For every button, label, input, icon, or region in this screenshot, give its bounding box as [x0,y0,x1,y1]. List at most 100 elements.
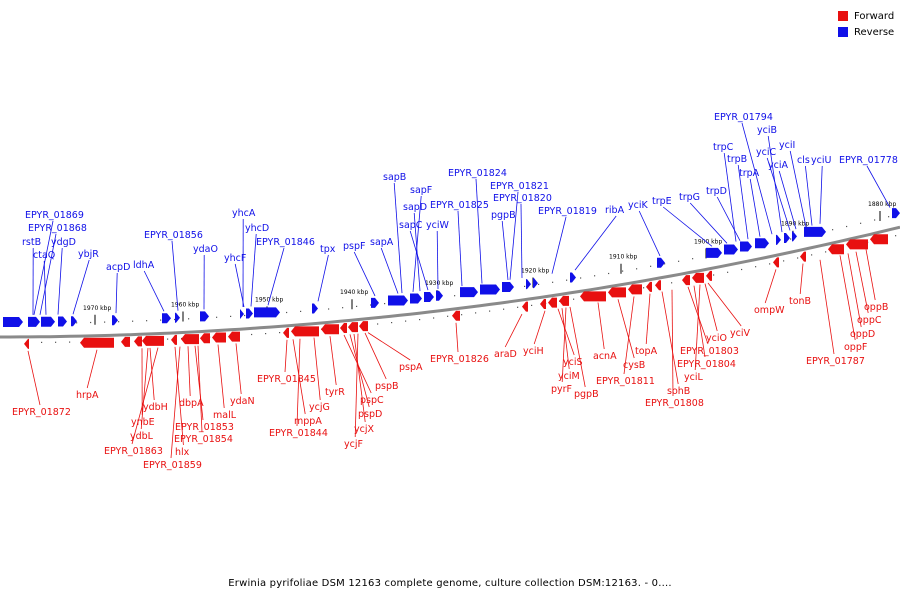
reverse-gene-label: trpE [652,196,672,207]
gene-leader-line [707,282,742,327]
reverse-gene-glyph [526,279,531,290]
reverse-gene-glyph [740,241,752,252]
ruler-tick-label: 1930 kbp [425,280,453,287]
forward-gene-label: ydbL [130,431,154,442]
track-dot [377,323,379,325]
reverse-gene-label: yhcA [232,208,256,219]
gene-leader-line [413,212,421,292]
track-dot [300,310,302,312]
reverse-gene-glyph [162,313,171,324]
reverse-gene-label: yciC [756,147,776,158]
track-dot [104,321,106,323]
reverse-gene-label: trpB [727,154,747,165]
track-dot [433,317,435,319]
forward-gene-label: pgpB [574,389,599,400]
reverse-gene-label: EPYR_01869 [25,210,84,221]
track-dot [671,282,673,284]
reverse-gene-glyph [570,272,576,283]
gene-leader-line [749,178,761,237]
track-dot [503,308,505,310]
reverse-gene-glyph [724,244,738,255]
forward-gene-glyph [121,336,130,347]
reverse-gene-label: sapD [403,202,427,213]
reverse-gene-label: ribA [605,205,625,216]
gene-leader-line [380,247,399,294]
reverse-gene-glyph [371,297,379,308]
track-dot [727,271,729,273]
gene-leader-line [140,347,149,430]
track-dot [895,235,897,237]
track-dot [167,338,169,340]
reverse-gene-glyph [792,231,797,242]
track-dot [461,314,463,316]
forward-gene-label: ycjG [309,402,330,413]
gene-leader-line [267,247,285,306]
forward-gene-label: oppB [864,302,888,313]
forward-gene-glyph [321,324,339,335]
gene-leader-line [367,332,411,361]
ruler-tick-label: 1900 kbp [694,238,722,245]
gene-leader-line [799,263,804,295]
gene-leader-line [354,333,359,438]
gene-leader-line [171,240,179,311]
gene-leader-line [764,269,777,304]
forward-gene-label: EPYR_01787 [806,356,865,367]
track-dot [251,333,253,336]
track-dot [475,312,477,314]
forward-gene-glyph [24,338,29,349]
forward-gene-label: dbpA [179,398,204,409]
track-dot [419,319,421,321]
gene-leader-line [475,178,483,284]
track-dot [874,219,876,221]
forward-gene-label: cysB [623,360,645,371]
gene-leader-line [436,230,439,289]
gene-leader-line [778,170,797,230]
reverse-gene-label: yciU [811,155,831,166]
forward-gene-label: yciL [684,372,703,383]
reverse-gene-glyph [784,233,790,244]
forward-gene-label: yciV [730,328,750,339]
track-dot [580,277,582,279]
reverse-gene-label: ctaQ [33,250,55,261]
gene-leader-line [364,332,387,380]
track-dot [41,341,43,343]
track-dot [573,298,575,300]
forward-gene-glyph [608,287,626,298]
reverse-gene-glyph [28,316,40,327]
forward-gene-label: pspD [358,409,382,420]
reverse-gene-glyph [755,238,769,249]
track-dot [678,260,680,262]
gene-leader-line [329,336,337,386]
gene-leader-line [187,346,191,397]
forward-gene-glyph [682,275,690,286]
track-dot [524,285,526,287]
forward-gene-glyph [655,280,661,291]
ruler-tick-label: 1920 kbp [521,267,549,274]
gene-leader-line [284,339,288,373]
track-dot [174,318,176,321]
track-dot [741,268,743,271]
forward-gene-label: tyrR [325,387,345,398]
gene-leader-line [27,350,41,406]
reverse-gene-glyph [112,315,118,326]
gene-leader-line [409,230,429,291]
reverse-gene-label: EPYR_01825 [430,200,489,211]
forward-gene-label: yciS [563,357,583,368]
gene-leader-line [561,307,567,383]
reverse-gene-label: yciA [768,160,788,171]
gene-leader-line [72,259,90,315]
track-dot [286,311,288,314]
forward-gene-label: tonB [789,296,811,307]
track-dot [608,272,610,275]
gene-leader-line [143,270,165,312]
reverse-gene-label: trpG [679,192,700,203]
legend-item-reverse: Reverse [838,24,894,40]
gene-leader-line [741,122,773,235]
reverse-gene-glyph [388,295,408,306]
forward-gene-label: ynbE [131,417,155,428]
gene-leader-line [819,165,823,224]
forward-gene-glyph [646,281,652,292]
track-dot [188,318,190,320]
forward-gene-glyph [522,301,528,312]
gene-leader-line [520,203,523,279]
